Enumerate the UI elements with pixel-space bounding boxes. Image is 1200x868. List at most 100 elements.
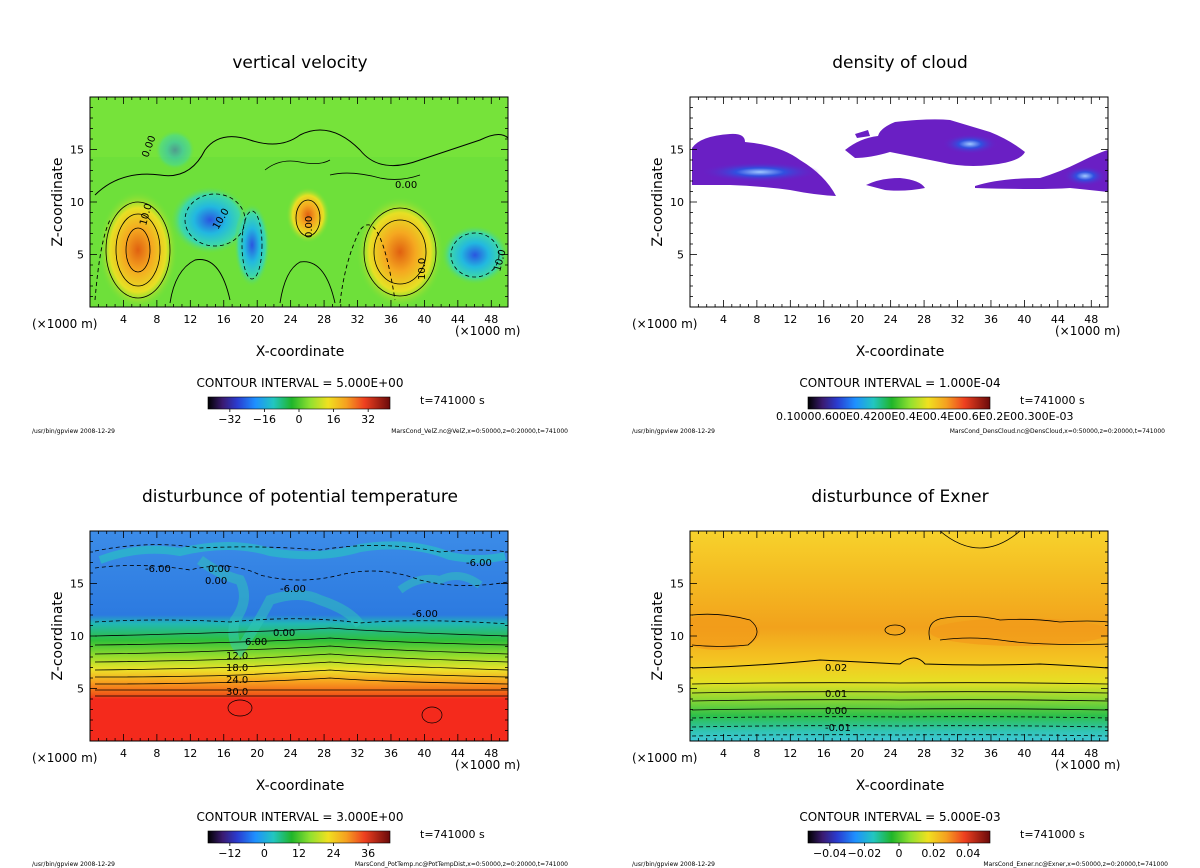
x-tick-label: 36 (384, 313, 398, 326)
x-unit-left: (×1000 m) (632, 317, 697, 331)
x-tick-label: 48 (1084, 313, 1098, 326)
x-tick-label: 24 (284, 747, 298, 760)
y-tick-label: 5 (77, 683, 84, 696)
colorbar-tick-label: 24 (327, 847, 341, 860)
panel-density-of-cloud: density of cloud 4 8 12 16 20 24 28 32 36 40 44 485… (632, 53, 1165, 435)
y-axis-label: Z-coordinate (50, 157, 66, 246)
x-tick-label: 48 (484, 313, 498, 326)
colorbar (207, 830, 391, 844)
x-tick-label: 12 (783, 313, 797, 326)
time-label: t=741000 s (1020, 828, 1085, 841)
contour-label: 0.00 (304, 216, 315, 238)
x-tick-label: 40 (417, 313, 431, 326)
y-tick-label: 5 (677, 683, 684, 696)
colorbar-tick-label: −0.02 (848, 847, 882, 860)
y-tick-label: 10 (70, 196, 84, 209)
x-tick-label: 44 (451, 747, 465, 760)
contour-label: 0.00 (205, 576, 227, 587)
time-label: t=741000 s (420, 828, 485, 841)
x-tick-label: 24 (284, 313, 298, 326)
x-axis-label: X-coordinate (256, 344, 345, 360)
contour-label: -6.00 (280, 584, 306, 595)
contour-interval: CONTOUR INTERVAL = 1.000E-04 (799, 376, 1000, 390)
x-tick-label: 20 (850, 313, 864, 326)
contour-label: 30.0 (226, 687, 248, 698)
x-tick-label: 16 (217, 747, 231, 760)
footer-left: /usr/bin/gpview 2008-12-29 (632, 428, 715, 435)
colorbar-tick-label: −32 (218, 413, 241, 426)
x-tick-label: 48 (1084, 747, 1098, 760)
x-tick-label: 32 (351, 747, 365, 760)
x-tick-label: 32 (951, 313, 965, 326)
contour-label: 0.01 (825, 689, 847, 700)
x-unit-right: (×1000 m) (455, 758, 520, 772)
contour-label: 0.00 (395, 180, 417, 191)
x-tick-label: 44 (1051, 313, 1065, 326)
chart-title: density of cloud (832, 53, 968, 73)
footer-right: MarsCond_VelZ.nc@VelZ,x=0:50000,z=0:2000… (391, 428, 568, 435)
x-tick-label: 12 (783, 747, 797, 760)
x-tick-label: 48 (484, 747, 498, 760)
contour-interval: CONTOUR INTERVAL = 5.000E-03 (799, 810, 1000, 824)
x-tick-label: 28 (317, 313, 331, 326)
x-tick-label: 20 (850, 747, 864, 760)
panel-potential-temperature: disturbunce of potential temperature -6.… (32, 487, 568, 868)
x-tick-label: 4 (120, 747, 127, 760)
contour-label: 0.00 (825, 706, 847, 717)
x-tick-label: 12 (183, 747, 197, 760)
chart-title: disturbunce of Exner (811, 487, 988, 507)
time-label: t=741000 s (1020, 394, 1085, 407)
y-tick-label: 5 (677, 249, 684, 262)
colorbar-tick-label: 0.04 (956, 847, 981, 860)
footer-left: /usr/bin/gpview 2008-12-29 (32, 428, 115, 435)
y-tick-label: 10 (670, 196, 684, 209)
x-tick-label: 36 (984, 747, 998, 760)
x-tick-label: 44 (1051, 747, 1065, 760)
colorbar (807, 830, 991, 844)
y-tick-label: 15 (70, 144, 84, 157)
time-label: t=741000 s (420, 394, 485, 407)
x-tick-label: 32 (351, 313, 365, 326)
x-unit-left: (×1000 m) (32, 317, 97, 331)
contour-label: 0.00 (208, 564, 230, 575)
colorbar-tick-label: 16 (327, 413, 341, 426)
y-axis-label: Z-coordinate (650, 591, 666, 680)
x-axis-label: X-coordinate (856, 344, 945, 360)
contour-label: -6.00 (466, 558, 492, 569)
x-tick-label: 28 (917, 313, 931, 326)
plot-area: 0.00 10.0 10.0 0.00 0.00 10.0 10.0 (90, 97, 508, 307)
footer-left: /usr/bin/gpview 2008-12-29 (632, 861, 715, 868)
x-tick-label: 4 (120, 313, 127, 326)
x-unit-right: (×1000 m) (1055, 758, 1120, 772)
colorbar-tick-label: 0 (896, 847, 903, 860)
colorbar-tick-label: −16 (253, 413, 276, 426)
colorbar (807, 396, 991, 410)
x-tick-label: 4 (720, 747, 727, 760)
footer-right: MarsCond_PotTemp.nc@PotTempDist,x=0:5000… (355, 861, 568, 868)
x-tick-label: 8 (153, 313, 160, 326)
x-tick-label: 24 (884, 747, 898, 760)
y-tick-label: 10 (70, 630, 84, 643)
plot-area: -6.00 0.00 0.00 -6.00 -6.00 -6.00 0.00 6… (90, 531, 508, 741)
x-unit-right: (×1000 m) (455, 324, 520, 338)
footer-right: MarsCond_DensCloud.nc@DensCloud,x=0:5000… (950, 428, 1165, 435)
x-tick-label: 4 (720, 313, 727, 326)
y-tick-label: 5 (77, 249, 84, 262)
x-tick-label: 36 (384, 747, 398, 760)
chart-title: disturbunce of potential temperature (142, 487, 458, 507)
x-tick-label: 28 (317, 747, 331, 760)
y-axis-label: Z-coordinate (650, 157, 666, 246)
colorbar-tick-label: 36 (361, 847, 375, 860)
x-tick-label: 40 (417, 747, 431, 760)
x-unit-left: (×1000 m) (32, 751, 97, 765)
x-tick-label: 16 (217, 313, 231, 326)
colorbar-tick-labels: 0.10000.600E0.4200E0.4E00.4E00.6E0.2E00.… (776, 410, 1074, 423)
colorbar-tick-label: 32 (361, 413, 375, 426)
x-tick-label: 8 (753, 313, 760, 326)
plot-area: 0.02 0.01 0.00 -0.01 (690, 531, 1108, 741)
footer-right: MarsCond_Exner.nc@Exner,x=0:50000,z=0:20… (983, 861, 1168, 868)
x-axis-label: X-coordinate (256, 778, 345, 794)
x-unit-right: (×1000 m) (1055, 324, 1120, 338)
colorbar-tick-label: 0.02 (921, 847, 946, 860)
contour-interval: CONTOUR INTERVAL = 3.000E+00 (197, 810, 404, 824)
